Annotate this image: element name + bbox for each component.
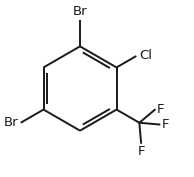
Text: F: F [162,118,170,131]
Text: Br: Br [73,5,87,18]
Text: F: F [137,145,145,158]
Text: Br: Br [3,116,18,129]
Text: F: F [157,103,165,116]
Text: Cl: Cl [139,49,152,62]
